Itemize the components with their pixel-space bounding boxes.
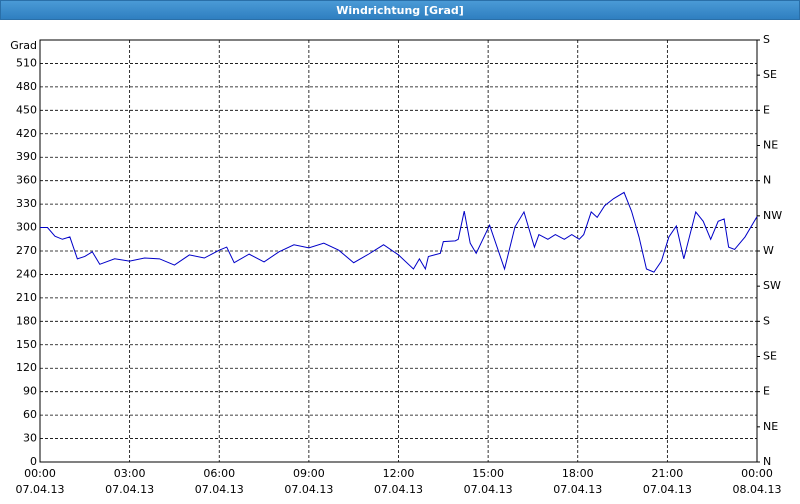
y2-tick-label: SE	[763, 350, 777, 363]
y2-tick-label: SE	[763, 68, 777, 81]
y2-tick-label: NW	[763, 209, 782, 222]
y-tick-label: 120	[16, 361, 37, 374]
y-tick-label: 30	[23, 432, 37, 445]
y-tick-label: 480	[16, 80, 37, 93]
x-tick-date: 07.04.13	[105, 483, 154, 496]
data-line	[40, 191, 758, 273]
y2-tick-label: N	[763, 174, 771, 187]
x-tick-label: 15:00	[472, 467, 504, 480]
y-tick-label: 390	[16, 150, 37, 163]
y-tick-label: 420	[16, 127, 37, 140]
x-tick-date: 07.04.13	[464, 483, 513, 496]
title-bar: Windrichtung [Grad]	[0, 0, 800, 20]
y-tick-label: 510	[16, 56, 37, 69]
y-tick-label: 450	[16, 103, 37, 116]
x-tick-label: 00:00	[24, 467, 56, 480]
chart-title: Windrichtung [Grad]	[336, 4, 464, 17]
y2-tick-label: SW	[763, 279, 781, 292]
y-tick-label: 90	[23, 385, 37, 398]
y2-tick-label: E	[763, 385, 770, 398]
y2-tick-label: NE	[763, 139, 778, 152]
y-tick-label: 330	[16, 197, 37, 210]
y-tick-label: 150	[16, 338, 37, 351]
y-tick-label: 210	[16, 291, 37, 304]
x-tick-date: 07.04.13	[374, 483, 423, 496]
x-tick-date: 07.04.13	[195, 483, 244, 496]
x-tick-label: 12:00	[383, 467, 415, 480]
x-tick-label: 18:00	[562, 467, 594, 480]
y-tick-label: 300	[16, 221, 37, 234]
y-tick-label: 180	[16, 314, 37, 327]
y2-tick-label: S	[763, 314, 770, 327]
chart: Grad 0 30 60 90 120 150 180 210 240 270 300 330 360 3…	[10, 33, 782, 496]
x-tick-date: 07.04.13	[643, 483, 692, 496]
x-tick-date: 08.04.13	[733, 483, 782, 496]
y-tick-label: 240	[16, 267, 37, 280]
x-tick-date: 07.04.13	[553, 483, 602, 496]
x-tick-label: 06:00	[203, 467, 235, 480]
x-tick-date: 07.04.13	[16, 483, 65, 496]
x-tick-label: 21:00	[652, 467, 684, 480]
y-tick-label: 360	[16, 174, 37, 187]
y2-tick-label: NE	[763, 420, 778, 433]
y-tick-label: 60	[23, 408, 37, 421]
y-axis-label: Grad	[10, 39, 37, 52]
y2-tick-label: E	[763, 103, 770, 116]
x-tick-label: 03:00	[114, 467, 146, 480]
y2-tick-label: N	[763, 455, 771, 468]
y-tick-label: 270	[16, 244, 37, 257]
y-tick-label: 0	[30, 455, 37, 468]
y2-tick-label: S	[763, 33, 770, 46]
x-tick-label: 00:00	[741, 467, 773, 480]
x-tick-label: 09:00	[293, 467, 325, 480]
x-tick-date: 07.04.13	[284, 483, 333, 496]
y2-tick-label: W	[763, 244, 774, 257]
